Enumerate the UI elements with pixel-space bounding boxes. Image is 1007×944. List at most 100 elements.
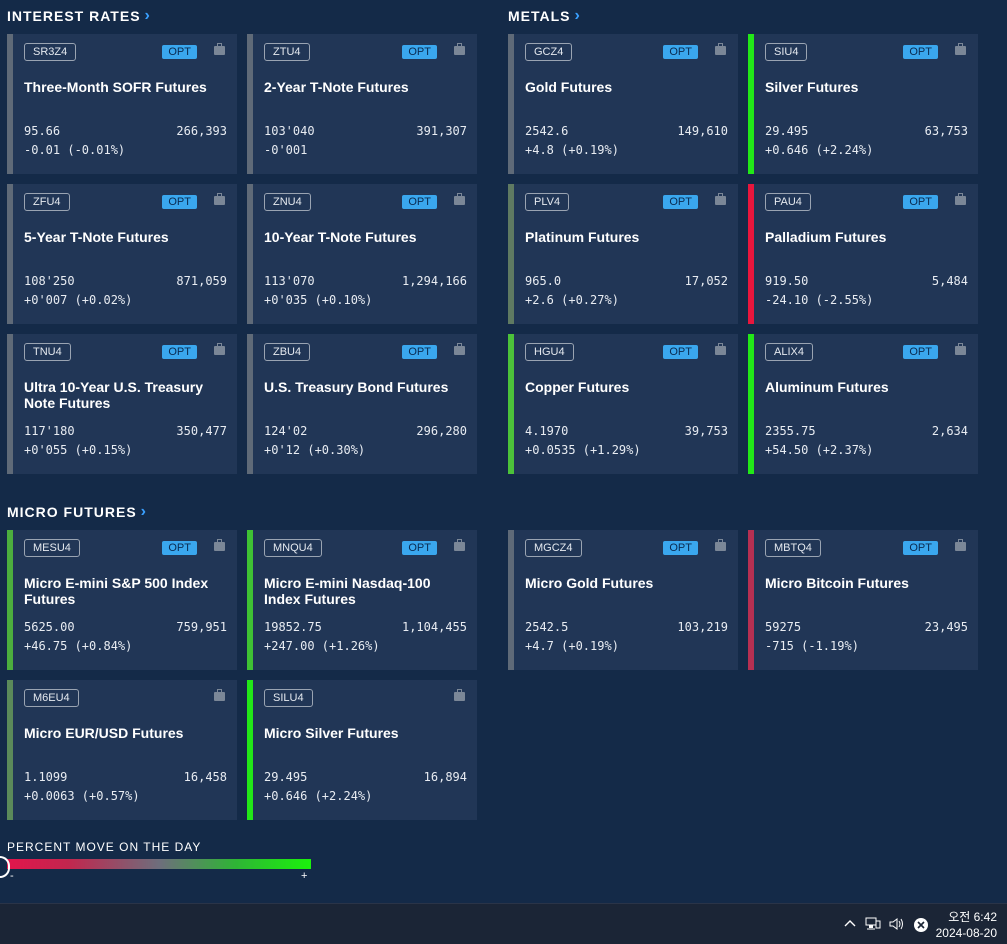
futures-card[interactable]: MESU4 OPT Micro E-mini S&P 500 Index Futur… [7,530,237,670]
opt-badge[interactable]: OPT [162,345,197,359]
price-change: +0.0063 (+0.57%) [24,789,140,803]
futures-card[interactable]: SIU4 OPT Silver Futures 29.495 63,753 +0.646 … [748,34,978,174]
symbol-badge[interactable]: SR3Z4 [24,43,77,61]
last-price: 19852.75 [264,620,322,634]
symbol-badge[interactable]: PLV4 [525,193,570,211]
opt-badge[interactable]: OPT [162,45,197,59]
opt-badge[interactable]: OPT [903,45,938,59]
legend-title: PERCENT MOVE ON THE DAY [7,840,202,854]
futures-card[interactable]: ZTU4 OPT 2-Year T-Note Futures 103'040 391,3… [247,34,477,174]
price-change: +0.646 (+2.24%) [264,789,373,803]
close-circle-icon[interactable] [913,917,929,936]
price-change: -715 (-1.19%) [765,639,859,653]
futures-card[interactable]: SR3Z4 OPT Three-Month SOFR Futures 95.66 266… [7,34,237,174]
briefcase-icon[interactable] [214,193,225,205]
volume: 759,951 [176,620,227,634]
symbol-badge[interactable]: MBTQ4 [765,539,821,557]
contract-name: Micro E-mini Nasdaq-100 Index Futures [264,575,431,607]
briefcase-icon[interactable] [454,343,465,355]
briefcase-icon[interactable] [955,343,966,355]
briefcase-icon[interactable] [955,43,966,55]
opt-badge[interactable]: OPT [162,541,197,555]
futures-card[interactable]: PAU4 OPT Palladium Futures 919.50 5,484 -24.1… [748,184,978,324]
symbol-badge[interactable]: ZTU4 [264,43,310,61]
futures-card[interactable]: MNQU4 OPT Micro E-mini Nasdaq-100 Index Fu… [247,530,477,670]
contract-name: Micro Gold Futures [525,575,654,591]
futures-card[interactable]: MGCZ4 OPT Micro Gold Futures 2542.5 103,219 +… [508,530,738,670]
opt-badge[interactable]: OPT [402,541,437,555]
opt-badge[interactable]: OPT [402,45,437,59]
futures-card[interactable]: ZNU4 OPT 10-Year T-Note Futures 113'070 1,29… [247,184,477,324]
opt-badge[interactable]: OPT [903,541,938,555]
chevron-up-icon[interactable] [843,917,857,934]
symbol-badge[interactable]: SILU4 [264,689,313,707]
futures-card[interactable]: MBTQ4 OPT Micro Bitcoin Futures 59275 23,495… [748,530,978,670]
symbol-badge[interactable]: ALIX4 [765,343,813,361]
briefcase-icon[interactable] [715,193,726,205]
volume: 149,610 [677,124,728,138]
volume: 17,052 [684,274,728,288]
briefcase-icon[interactable] [454,43,465,55]
symbol-badge[interactable]: ZFU4 [24,193,70,211]
futures-card[interactable]: GCZ4 OPT Gold Futures 2542.6 149,610 +4.8 (+0… [508,34,738,174]
price-change: +0.0535 (+1.29%) [525,443,641,457]
chevron-right-icon: › [144,7,151,24]
volume: 391,307 [416,124,467,138]
briefcase-icon[interactable] [214,343,225,355]
futures-card[interactable]: TNU4 OPT Ultra 10-Year U.S. Treasury Note … [7,334,237,474]
symbol-badge[interactable]: PAU4 [765,193,811,211]
futures-card[interactable]: ALIX4 OPT Aluminum Futures 2355.75 2,634 +54.… [748,334,978,474]
symbol-badge[interactable]: ZNU4 [264,193,311,211]
opt-badge[interactable]: OPT [162,195,197,209]
briefcase-icon[interactable] [454,689,465,701]
legend-minus: - [10,870,14,882]
network-icon[interactable] [865,917,881,934]
futures-card[interactable]: HGU4 OPT Copper Futures 4.1970 39,753 +0.0535… [508,334,738,474]
price-change: +0'007 (+0.02%) [24,293,133,307]
futures-card[interactable]: ZBU4 OPT U.S. Treasury Bond Futures 124'02 2… [247,334,477,474]
futures-card[interactable]: SILU4 Micro Silver Futures 29.495 16,894 +0.… [247,680,477,820]
clock-time[interactable]: 오전 6:42 [948,910,997,924]
clock-date[interactable]: 2024-08-20 [935,926,997,940]
futures-card[interactable]: ZFU4 OPT 5-Year T-Note Futures 108'250 871,0… [7,184,237,324]
legend-plus: + [301,870,308,882]
volume-icon[interactable] [888,917,904,934]
percent-move-gradient [7,859,311,869]
briefcase-icon[interactable] [214,539,225,551]
opt-badge[interactable]: OPT [663,345,698,359]
section-metals[interactable]: METALS › [508,8,581,25]
briefcase-icon[interactable] [214,43,225,55]
section-interest-rates[interactable]: INTEREST RATES › [7,7,151,25]
symbol-badge[interactable]: TNU4 [24,343,71,361]
symbol-badge[interactable]: ZBU4 [264,343,311,361]
briefcase-icon[interactable] [715,539,726,551]
opt-badge[interactable]: OPT [663,45,698,59]
briefcase-icon[interactable] [715,343,726,355]
opt-badge[interactable]: OPT [402,195,437,209]
briefcase-icon[interactable] [214,689,225,701]
briefcase-icon[interactable] [454,539,465,551]
last-price: 59275 [765,620,802,634]
symbol-badge[interactable]: MNQU4 [264,539,322,557]
opt-badge[interactable]: OPT [903,195,938,209]
opt-badge[interactable]: OPT [903,345,938,359]
briefcase-icon[interactable] [955,193,966,205]
opt-badge[interactable]: OPT [402,345,437,359]
opt-badge[interactable]: OPT [663,541,698,555]
symbol-badge[interactable]: M6EU4 [24,689,79,707]
contract-name: Silver Futures [765,79,859,95]
section-micro-futures[interactable]: MICRO FUTURES › [7,504,147,521]
symbol-badge[interactable]: SIU4 [765,43,808,61]
briefcase-icon[interactable] [955,539,966,551]
futures-card[interactable]: M6EU4 Micro EUR/USD Futures 1.1099 16,458 +0… [7,680,237,820]
futures-card[interactable]: PLV4 OPT Platinum Futures 965.0 17,052 +2.6 (… [508,184,738,324]
briefcase-icon[interactable] [715,43,726,55]
price-change: +0'12 (+0.30%) [264,443,366,457]
last-price: 117'180 [24,424,75,438]
symbol-badge[interactable]: MGCZ4 [525,539,582,557]
symbol-badge[interactable]: MESU4 [24,539,80,557]
opt-badge[interactable]: OPT [663,195,698,209]
symbol-badge[interactable]: HGU4 [525,343,574,361]
symbol-badge[interactable]: GCZ4 [525,43,573,61]
briefcase-icon[interactable] [454,193,465,205]
